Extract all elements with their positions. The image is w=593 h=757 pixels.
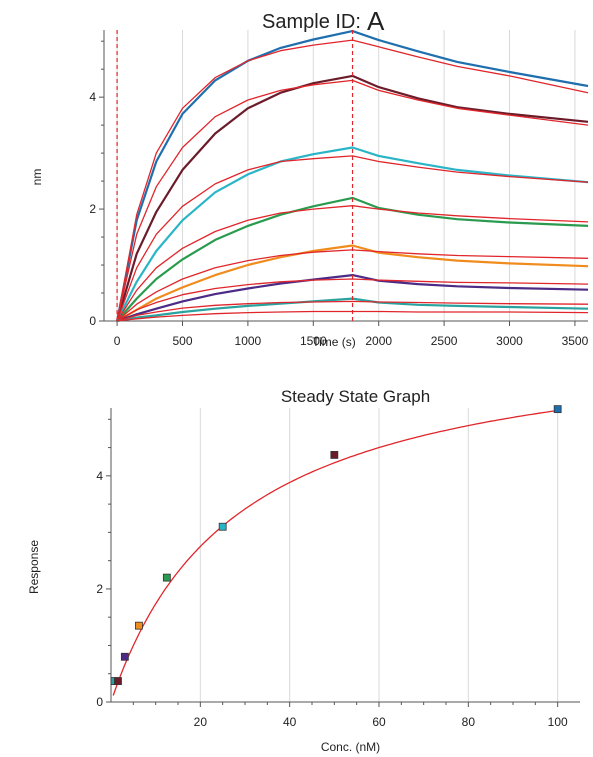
fit-curve: [112, 409, 558, 696]
y-tick-label: 2: [89, 202, 96, 216]
data-point: [120, 652, 129, 661]
y-tick-label: 0: [96, 695, 103, 709]
series-line: [116, 30, 589, 322]
kinetics-chart: 0 2 4 0 500 1000 1500 2000 2500 3000 3500 Time (s) n…: [30, 30, 589, 349]
series-line: [116, 79, 589, 322]
y-axis-title: nm: [30, 169, 44, 186]
x-tick-label: 0: [114, 334, 121, 348]
series-line: [116, 249, 589, 322]
y-tick-label: 2: [96, 582, 103, 596]
series-line: [116, 146, 589, 322]
steady-state-chart: 0 2 4 20 40 60 80 100 Steady State Graph Conc. (n…: [27, 387, 580, 754]
x-axis-title: Conc. (nM): [321, 740, 380, 754]
y-tick-label: 0: [89, 314, 96, 328]
series-line: [116, 300, 589, 322]
sample-id-title: Sample ID: A: [262, 4, 385, 36]
x-tick-label: 80: [462, 715, 476, 729]
series-line: [116, 278, 589, 322]
x-tick-label: 1500: [300, 334, 327, 348]
y-tick-label: 4: [89, 90, 96, 104]
series-line: [116, 205, 589, 322]
data-point: [553, 405, 562, 414]
data-point: [218, 522, 227, 531]
x-axis-title: Time (s): [312, 335, 356, 349]
sample-id-letter: A: [366, 6, 385, 36]
x-tick-label: 40: [283, 715, 297, 729]
x-tick-label: 60: [372, 715, 386, 729]
y-tick-label: 4: [96, 469, 103, 483]
chart-title: Steady State Graph: [281, 387, 430, 406]
data-point: [162, 573, 171, 582]
series-line: [117, 310, 589, 322]
x-tick-label: 3000: [496, 334, 523, 348]
data-point: [330, 451, 339, 459]
x-tick-label: 100: [548, 715, 568, 729]
x-tick-label: 2000: [365, 334, 392, 348]
data-point: [114, 677, 122, 685]
data-point: [135, 621, 143, 630]
series-line: [116, 155, 589, 322]
sample-id-prefix: Sample ID:: [262, 11, 361, 33]
x-tick-label: 500: [172, 334, 192, 348]
x-tick-label: 1000: [235, 334, 262, 348]
x-tick-label: 2500: [431, 334, 458, 348]
y-axis-title: Response: [27, 540, 41, 594]
series-line: [116, 39, 589, 322]
x-tick-label: 20: [194, 715, 208, 729]
x-tick-label: 3500: [562, 334, 589, 348]
